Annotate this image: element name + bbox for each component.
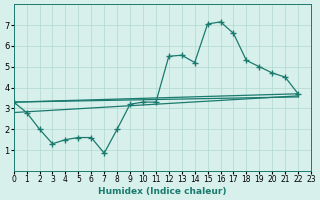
X-axis label: Humidex (Indice chaleur): Humidex (Indice chaleur) xyxy=(98,187,227,196)
